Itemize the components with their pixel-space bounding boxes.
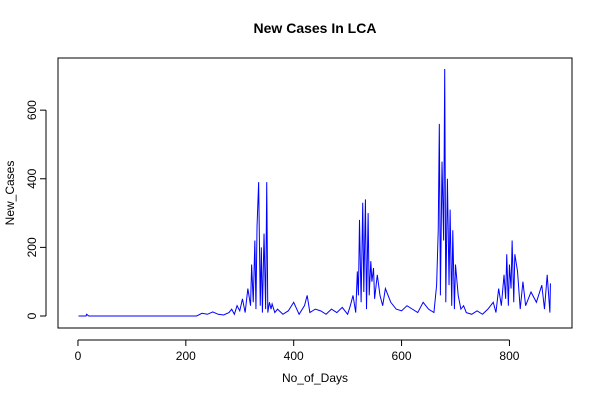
- y-axis-label: New_Cases: [3, 161, 17, 226]
- chart-title: New Cases In LCA: [254, 20, 377, 36]
- y-tick-label: 400: [25, 168, 39, 188]
- x-tick-label: 600: [392, 349, 412, 363]
- x-tick-label: 0: [75, 349, 82, 363]
- x-axis-label: No_of_Days: [282, 371, 348, 385]
- data-line: [78, 68, 551, 317]
- y-tick-label: 600: [25, 100, 39, 120]
- x-tick-label: 400: [284, 349, 304, 363]
- x-tick-label: 200: [176, 349, 196, 363]
- x-tick-label: 800: [499, 349, 519, 363]
- y-tick-label: 200: [25, 237, 39, 257]
- y-tick-label: 0: [25, 312, 39, 319]
- plot-box: [57, 57, 573, 329]
